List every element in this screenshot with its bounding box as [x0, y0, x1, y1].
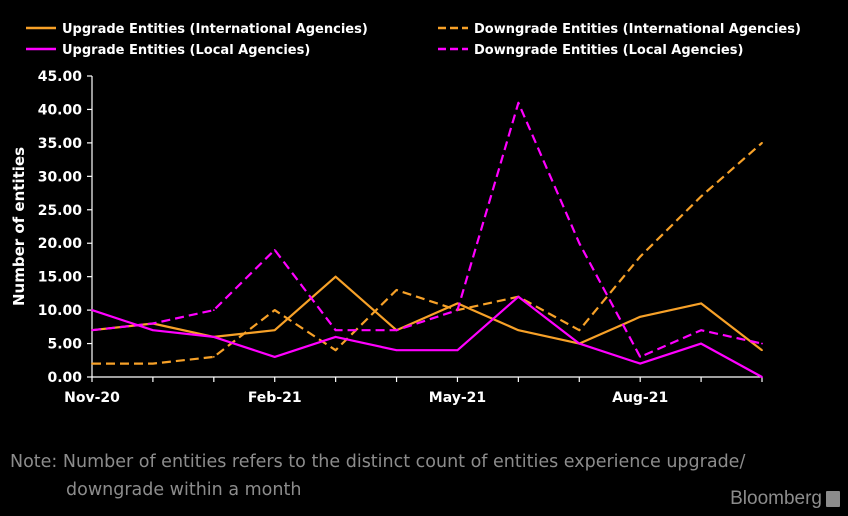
legend-label: Upgrade Entities (Local Agencies) — [62, 43, 310, 58]
x-tick-label: May-21 — [429, 390, 486, 406]
data-point — [91, 362, 93, 365]
data-point — [152, 329, 154, 332]
bloomberg-logo: Bloomberg — [730, 488, 840, 510]
y-axis-title: Number of entities — [10, 147, 28, 306]
data-point — [334, 335, 337, 338]
note-line-1: Note: Number of entities refers to the d… — [10, 452, 746, 472]
data-point — [761, 376, 763, 378]
y-tick-label: 5.00 — [47, 337, 82, 353]
data-point — [700, 302, 702, 305]
data-point — [395, 349, 398, 352]
data-point — [91, 309, 93, 312]
data-point — [639, 255, 642, 258]
data-point — [761, 349, 763, 352]
axes: 0.00 5.00 10.00 15.00 20.00 25.00 30.00 35.00 40… — [38, 69, 763, 406]
brand-text: Bloomberg — [730, 488, 822, 509]
data-point — [517, 329, 520, 332]
chart-note: Note: Number of entities refers to the d… — [10, 448, 840, 504]
legend: Upgrade Entities (International Agencies… — [26, 22, 801, 58]
data-point — [152, 362, 154, 365]
data-point — [91, 329, 93, 332]
y-tick-label: 35.00 — [38, 136, 83, 152]
data-point — [273, 309, 276, 312]
data-point — [517, 101, 520, 104]
data-point — [578, 242, 581, 245]
data-point — [334, 329, 337, 332]
y-tick-label: 15.00 — [38, 270, 83, 286]
data-point — [152, 322, 154, 325]
data-point — [639, 362, 642, 365]
y-tick-label: 25.00 — [38, 203, 83, 219]
data-point — [456, 302, 459, 305]
y-tick-label: 40.00 — [38, 102, 83, 118]
y-tick-label: 0.00 — [47, 370, 82, 386]
y-tick-label: 45.00 — [38, 69, 83, 85]
series-line-4 — [91, 101, 763, 358]
data-point — [700, 195, 702, 198]
legend-label: Downgrade Entities (International Agenci… — [474, 22, 801, 37]
data-point — [700, 342, 702, 345]
x-tick-label: Nov-20 — [64, 390, 120, 406]
data-point — [761, 342, 763, 345]
legend-label: Upgrade Entities (International Agencies… — [62, 22, 368, 37]
data-point — [395, 329, 398, 332]
data-point — [334, 275, 337, 278]
data-point — [517, 295, 520, 298]
series-lines — [91, 101, 763, 378]
data-point — [212, 356, 215, 358]
y-tick-label: 10.00 — [38, 303, 83, 319]
data-point — [578, 329, 581, 332]
data-point — [212, 335, 215, 338]
note-line-2: downgrade within a month — [66, 480, 302, 500]
y-tick-label: 30.00 — [38, 169, 83, 185]
data-point — [395, 289, 398, 291]
series-line-1 — [91, 275, 763, 352]
data-point — [700, 329, 702, 332]
data-point — [456, 349, 459, 352]
legend-label: Downgrade Entities (Local Agencies) — [474, 43, 743, 58]
data-point — [761, 141, 763, 144]
data-point — [334, 349, 337, 352]
data-point — [212, 309, 215, 312]
data-point — [273, 356, 276, 358]
y-tick-label: 20.00 — [38, 236, 83, 252]
x-tick-label: Aug-21 — [612, 390, 668, 406]
line-chart: Upgrade Entities (International Agencies… — [10, 22, 801, 406]
data-point — [639, 315, 642, 318]
x-tick-label: Feb-21 — [248, 390, 302, 406]
data-point — [456, 309, 459, 312]
series-line-3 — [91, 295, 763, 378]
data-point — [273, 249, 276, 251]
series-line-2 — [92, 142, 763, 365]
bloomberg-mark-icon — [826, 491, 840, 507]
data-point — [273, 329, 276, 332]
data-point — [578, 342, 581, 345]
data-point — [639, 356, 642, 358]
